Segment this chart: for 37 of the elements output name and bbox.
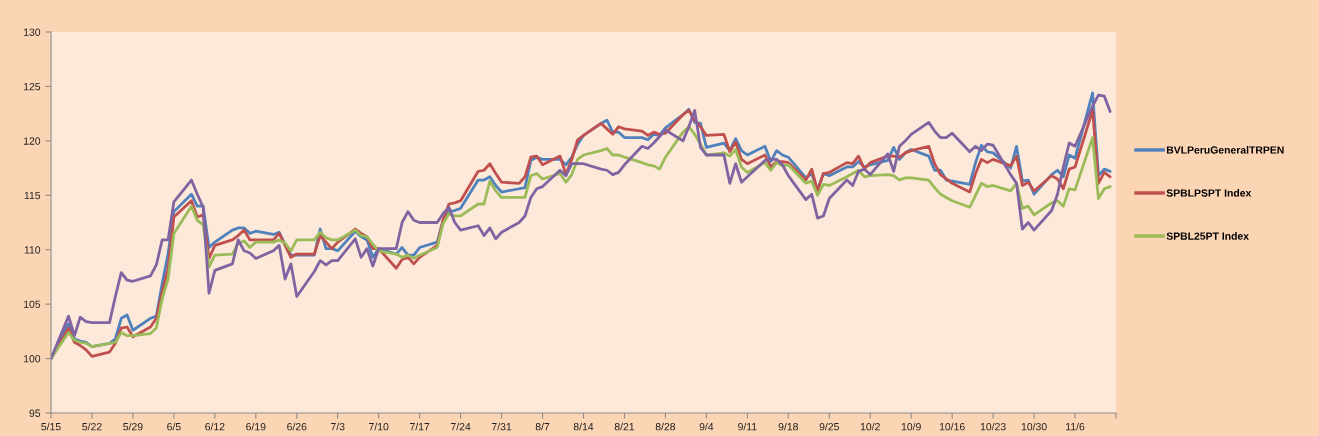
x-tick-label: 10/23 [980, 422, 1006, 431]
legend-label: SPBLPSPT Index [1166, 189, 1252, 197]
x-tick-label: 7/24 [451, 422, 471, 431]
x-tick-label: 6/19 [246, 422, 266, 431]
y-tick-label: 120 [24, 137, 41, 145]
x-tick-label: 9/25 [819, 422, 839, 431]
x-tick-label: 8/28 [655, 422, 676, 431]
x-tick-label: 5/29 [123, 422, 143, 431]
x-tick-label: 8/21 [614, 422, 635, 431]
x-tick-label: 10/30 [1021, 422, 1047, 431]
x-tick-label: 11/6 [1066, 422, 1085, 431]
x-tick-label: 7/3 [331, 422, 345, 431]
y-tick-label: 100 [24, 355, 41, 363]
x-tick-label: 6/12 [205, 422, 225, 431]
x-tick-label: 8/7 [535, 422, 550, 431]
y-tick-label: 125 [24, 82, 41, 91]
y-tick-label: 105 [24, 300, 41, 309]
x-tick-label: 7/17 [410, 422, 430, 431]
legend-label: BVLPeruGeneralTRPEN [1166, 146, 1284, 154]
y-tick-label: 110 [24, 246, 41, 254]
x-tick-label: 9/4 [699, 422, 714, 431]
y-tick-label: 115 [24, 191, 41, 200]
x-tick-label: 10/9 [901, 422, 921, 431]
x-tick-label: 7/31 [491, 422, 512, 431]
legend-label: SPBL25PT Index [1166, 232, 1249, 240]
x-tick-label: 6/5 [167, 422, 181, 431]
x-tick-label: 10/16 [939, 422, 965, 431]
x-tick-label: 5/15 [41, 422, 61, 431]
x-tick-label: 9/18 [778, 422, 798, 431]
x-tick-label: 9/11 [738, 422, 757, 431]
y-tick-label: 95 [29, 409, 41, 417]
x-tick-label: 5/22 [82, 422, 102, 431]
x-tick-label: 7/10 [369, 422, 389, 431]
y-tick-label: 130 [24, 28, 41, 36]
x-tick-label: 10/2 [860, 422, 880, 431]
x-tick-label: 8/14 [573, 422, 594, 431]
x-tick-label: 6/26 [287, 422, 307, 431]
